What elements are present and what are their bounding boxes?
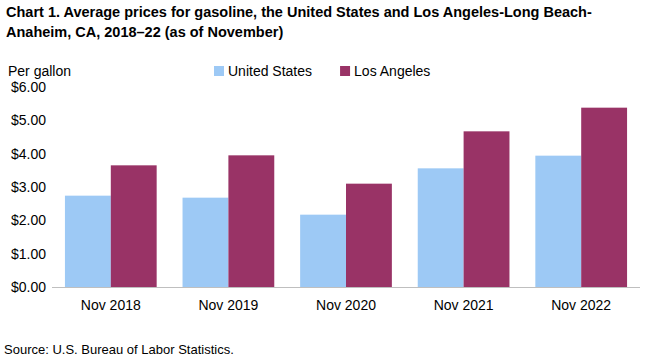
bar xyxy=(228,155,274,287)
y-tick-label: $3.00 xyxy=(11,179,46,195)
legend-item: United States xyxy=(214,63,312,79)
chart: Per gallon United States Los Angeles $0.00 $… xyxy=(0,0,661,361)
y-tick-label: $4.00 xyxy=(11,146,46,162)
x-tick-label: Nov 2020 xyxy=(316,297,376,313)
bar xyxy=(418,168,464,287)
bar xyxy=(464,131,510,287)
x-tick-label: Nov 2022 xyxy=(551,297,611,313)
legend-swatch xyxy=(340,66,350,76)
x-tick-label: Nov 2018 xyxy=(81,297,141,313)
y-tick xyxy=(51,287,52,288)
title: Chart 1. Average prices for gasoline, th… xyxy=(6,2,656,42)
x-tick-label: Nov 2021 xyxy=(434,297,494,313)
bar xyxy=(183,198,229,287)
y-tick-label: $5.00 xyxy=(11,112,46,128)
y-tick xyxy=(51,153,52,154)
bar xyxy=(65,196,111,287)
y-tick-label: $2.00 xyxy=(11,212,46,228)
y-tick-label: $1.00 xyxy=(11,246,46,262)
bar xyxy=(111,165,157,287)
bars xyxy=(65,108,627,287)
y-tick xyxy=(51,120,52,121)
x-tick-label: Nov 2019 xyxy=(198,297,258,313)
bar xyxy=(300,215,346,287)
legend-label: Los Angeles xyxy=(354,63,430,79)
y-tick xyxy=(51,87,52,88)
bar xyxy=(535,156,581,287)
source: Source: U.S. Bureau of Labor Statistics. xyxy=(4,342,234,357)
legend-swatch xyxy=(214,66,224,76)
legend-label: United States xyxy=(228,63,312,79)
legend-item: Los Angeles xyxy=(340,63,430,79)
y-tick xyxy=(51,220,52,221)
x-axis xyxy=(52,287,640,288)
y-tick xyxy=(51,187,52,188)
y-tick xyxy=(51,253,52,254)
y-tick-label: $6.00 xyxy=(11,79,46,95)
bar xyxy=(581,108,627,287)
bar xyxy=(346,184,392,287)
y-tick-label: $0.00 xyxy=(11,279,46,295)
y-axis-label: Per gallon xyxy=(8,63,71,79)
